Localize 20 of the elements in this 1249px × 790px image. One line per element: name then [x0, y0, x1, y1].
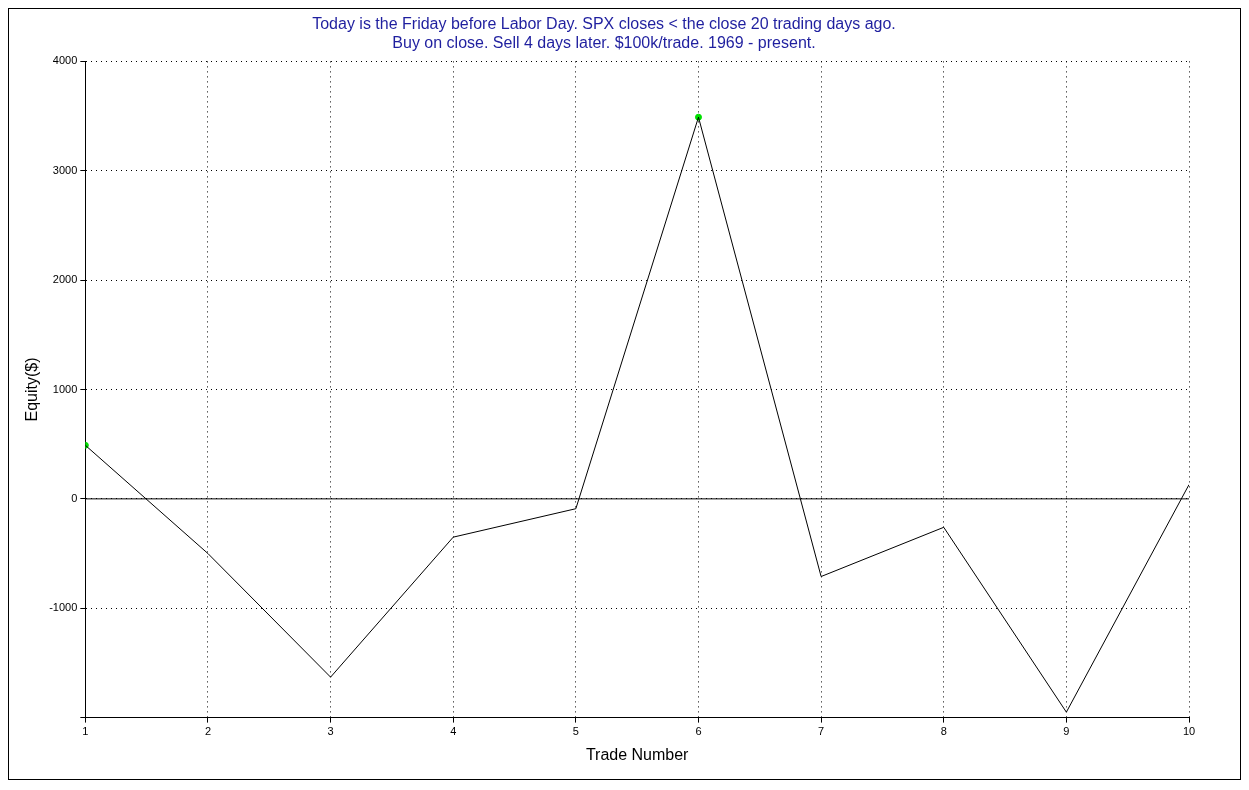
- y-tick-label: 1000: [52, 382, 78, 395]
- text: Today is the Friday before Labor Day. SPX closes < the close 20 trading days ago.: [312, 15, 896, 33]
- y-tick-label: -1000: [49, 601, 78, 614]
- x-tick-label: 10: [1182, 725, 1196, 738]
- x-tick-label: 8: [940, 725, 947, 738]
- y-axis-title: Equity($): [23, 357, 41, 422]
- y-tick-label: 0: [71, 491, 78, 504]
- x-tick-label: 4: [450, 725, 457, 738]
- x-tick-label: 3: [327, 725, 334, 738]
- x-tick-label: 7: [818, 725, 825, 738]
- x-tick-label: 1: [82, 725, 89, 738]
- y-tick-label: 2000: [52, 273, 78, 286]
- y-tick-label: 3000: [52, 163, 78, 176]
- text: Buy on close. Sell 4 days later. $100k/trade. 1969 - present.: [392, 34, 816, 52]
- y-tick-label: 4000: [52, 54, 78, 67]
- x-tick-label: 9: [1063, 725, 1070, 738]
- x-tick-label: 2: [204, 725, 212, 738]
- x-tick-label: 6: [695, 725, 702, 738]
- x-tick-label: 5: [572, 725, 579, 738]
- x-axis-title: Trade Number: [585, 745, 690, 763]
